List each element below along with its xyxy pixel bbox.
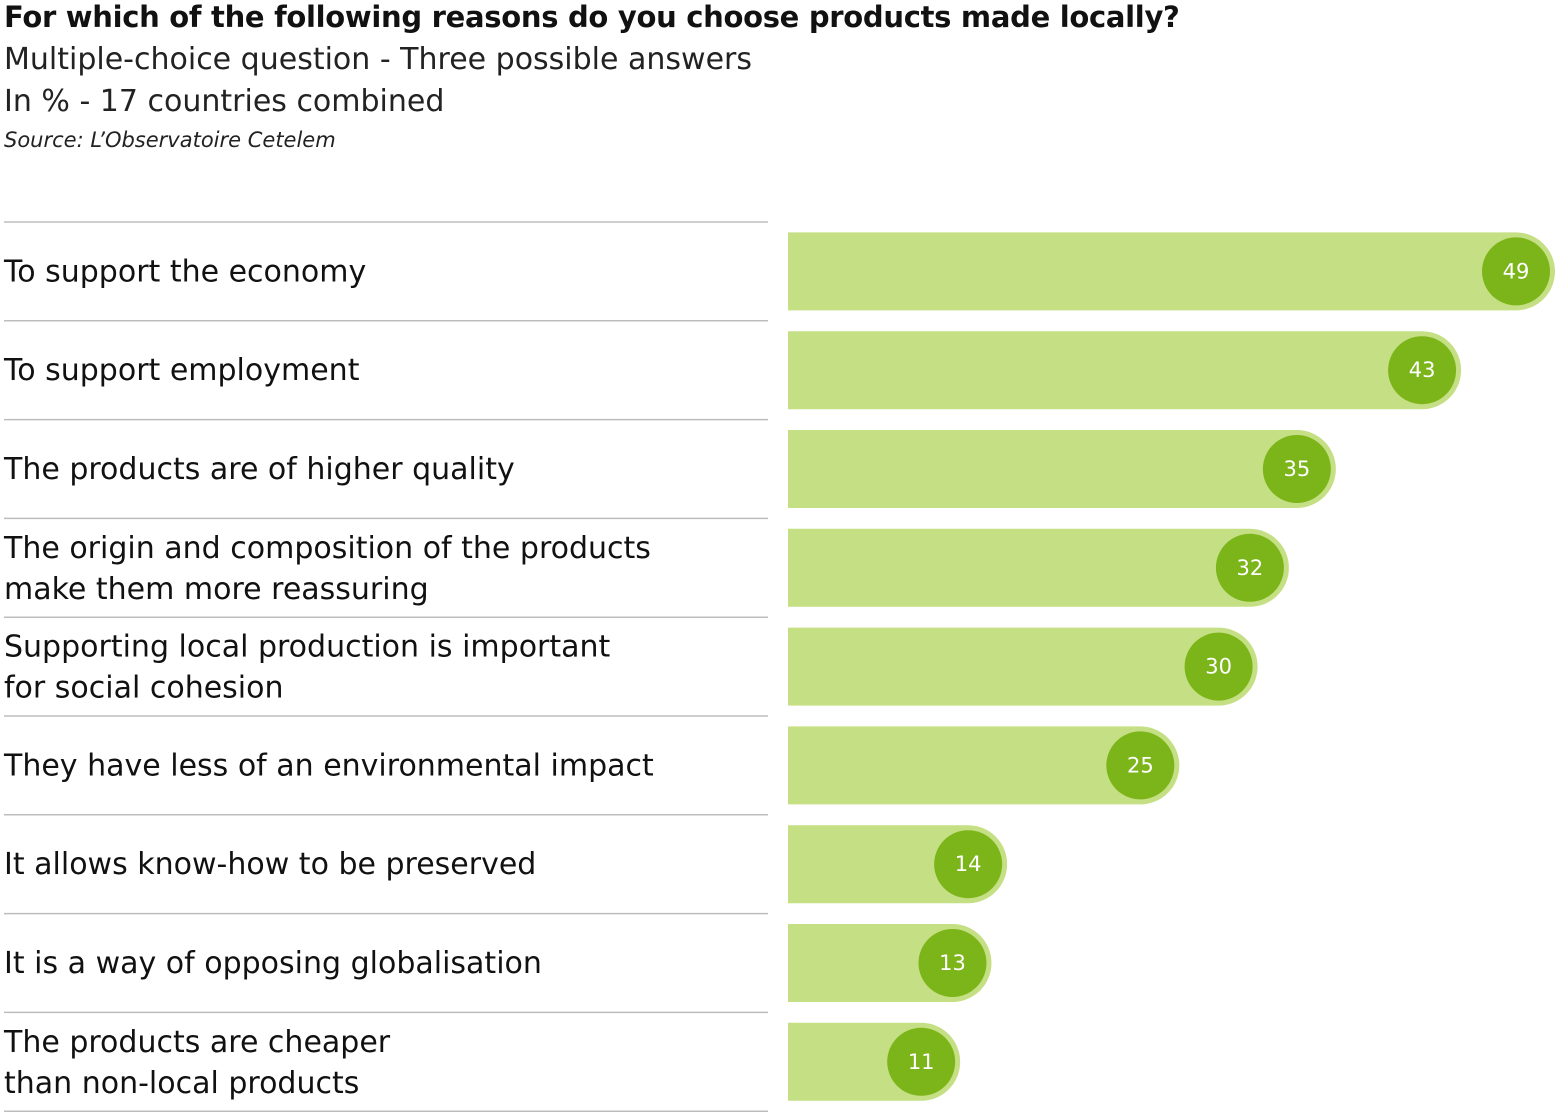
data-label: 13 xyxy=(939,951,966,975)
value-bubble xyxy=(1482,237,1550,306)
bar xyxy=(788,232,1555,311)
value-bubble xyxy=(1184,632,1253,701)
category-label: The products are cheaper xyxy=(3,1025,391,1060)
data-label: 11 xyxy=(908,1050,935,1074)
category-label: It is a way of opposing globalisation xyxy=(4,946,542,981)
value-bubble xyxy=(1106,731,1175,800)
category-label: than non-local products xyxy=(4,1066,359,1101)
bar xyxy=(788,331,1462,410)
category-label: Supporting local production is important xyxy=(4,630,611,665)
data-label: 49 xyxy=(1503,259,1530,283)
value-bubble xyxy=(934,830,1003,899)
bar xyxy=(788,528,1289,607)
chart-title: For which of the following reasons do yo… xyxy=(4,0,1180,34)
chart-subtitle-line-2: In % - 17 countries combined xyxy=(4,84,445,119)
value-bubble xyxy=(1215,533,1284,602)
category-label: To support employment xyxy=(3,353,360,388)
bar xyxy=(788,627,1258,706)
value-bubble xyxy=(918,929,987,997)
data-label: 35 xyxy=(1283,457,1310,481)
category-label: The products are of higher quality xyxy=(3,452,515,487)
data-label: 43 xyxy=(1409,358,1436,382)
data-label: 32 xyxy=(1237,556,1264,580)
chart-subtitle-line-1: Multiple-choice question - Three possibl… xyxy=(4,42,752,77)
category-label: It allows know-how to be preserved xyxy=(4,847,536,882)
value-bubble xyxy=(1388,336,1457,405)
category-label: To support the economy xyxy=(3,254,366,289)
data-label: 14 xyxy=(955,852,982,876)
value-bubble xyxy=(887,1027,956,1096)
chart-source: Source: L’Observatoire Cetelem xyxy=(4,128,336,152)
bar xyxy=(788,726,1180,805)
category-label: They have less of an environmental impac… xyxy=(3,748,654,783)
category-label: for social cohesion xyxy=(4,671,284,706)
data-label: 25 xyxy=(1127,753,1154,777)
value-bubble xyxy=(1262,435,1331,503)
bar xyxy=(788,430,1336,508)
category-label: The origin and composition of the produc… xyxy=(3,531,651,566)
category-label: make them more reassuring xyxy=(4,572,429,607)
data-label: 30 xyxy=(1205,655,1232,679)
